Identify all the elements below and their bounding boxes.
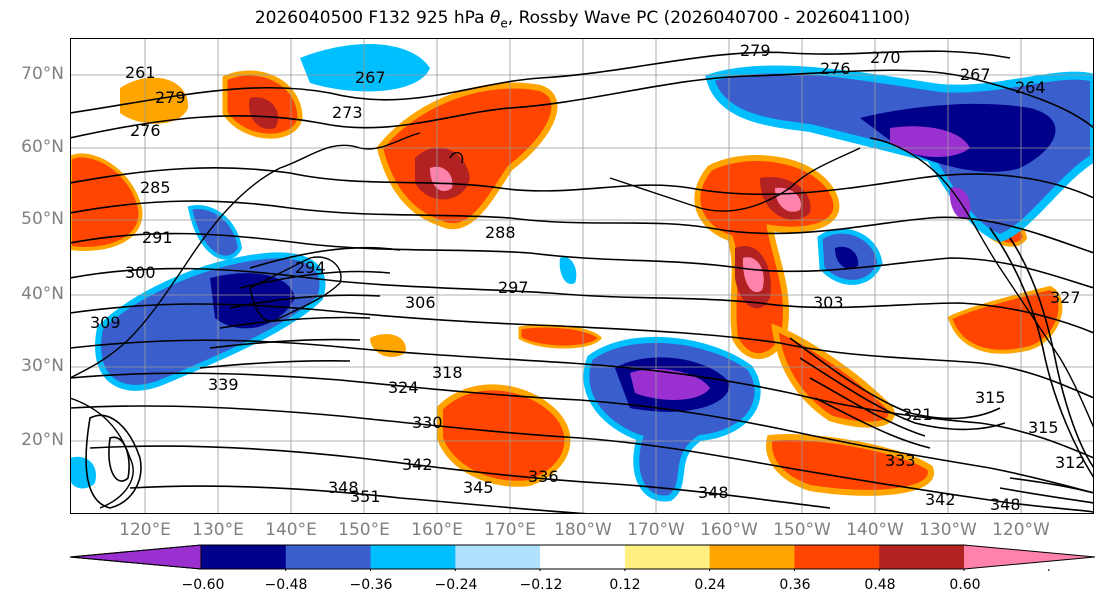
colorbar-outline-left: [69, 544, 202, 570]
colorbar-segment: [540, 545, 626, 569]
contour-label: 315: [975, 388, 1006, 407]
contour-label: 348: [698, 483, 729, 502]
contour-label: 288: [485, 223, 516, 242]
contour-label: 294: [295, 258, 326, 277]
colorbar-tick-label: −0.24: [434, 577, 478, 593]
colorbar-segment: [201, 545, 287, 569]
colorbar-tick-label: −0.48: [264, 577, 308, 593]
contour-label: 276: [820, 59, 851, 78]
contour-label: 348: [990, 495, 1021, 514]
contour-label: 315: [1028, 418, 1059, 437]
lat-label-50: 50°N: [21, 209, 64, 229]
contour-label: 309: [90, 313, 121, 332]
colorbar-tick-label: 0.36: [779, 577, 811, 593]
contour-label: 327: [1050, 288, 1081, 307]
lat-label-40: 40°N: [21, 284, 64, 304]
contour-label: 324: [388, 378, 419, 397]
lat-label-70: 70°N: [21, 64, 64, 84]
contour-label: 351: [350, 487, 381, 506]
colorbar-tick-label: −0.60: [181, 577, 225, 593]
colorbar-segment: [285, 545, 372, 569]
lon-label-130w: 130°W: [919, 520, 977, 540]
colorbar-segment: [624, 545, 711, 569]
colorbar-tick-label: −0.36: [349, 577, 393, 593]
contour-labels: 294 279 267 261 273 276 270 267 264 279 …: [90, 41, 1086, 514]
title-suffix: , Rossby Wave PC (2026040700 - 202604110…: [507, 8, 911, 28]
colorbar-segment: [794, 545, 880, 569]
lon-label-150w: 150°W: [773, 520, 831, 540]
contour-label: 342: [925, 490, 956, 509]
lon-label-130e: 130°E: [192, 520, 244, 540]
colorbar-segments: [69, 544, 1096, 570]
lat-label-20: 20°N: [21, 430, 64, 450]
contour-label: 339: [208, 375, 239, 394]
colorbar-segment: [879, 545, 965, 569]
lon-label-140w: 140°W: [846, 520, 904, 540]
contour-label: 285: [140, 178, 171, 197]
contour-label: 345: [463, 478, 494, 497]
contour-label: 330: [412, 413, 443, 432]
contour-label: 270: [870, 48, 901, 67]
contour-label: 336: [528, 467, 559, 486]
contour-label: 279: [155, 88, 186, 107]
lat-label-30: 30°N: [21, 356, 64, 376]
colorbar: [69, 544, 1096, 571]
map-panel: 294 279 267 261 273 276 270 267 264 279 …: [70, 38, 1094, 514]
contour-label: 267: [960, 65, 991, 84]
title-subscript: e: [500, 16, 508, 31]
contour-label: 273: [332, 103, 363, 122]
colorbar-segment: [455, 545, 541, 569]
lon-label-160e: 160°E: [411, 520, 463, 540]
colorbar-tick-label: 0.24: [694, 577, 726, 593]
colorbar-segment: [964, 545, 1095, 569]
lat-label-60: 60°N: [21, 137, 64, 157]
contour-label: 348: [328, 478, 359, 497]
contour-label: 303: [813, 293, 844, 312]
lon-label-120w: 120°W: [992, 520, 1050, 540]
lon-label-160w: 160°W: [700, 520, 758, 540]
contour-label: 342: [402, 455, 433, 474]
contour-label: 318: [432, 363, 463, 382]
colorbar-segment: [709, 545, 795, 569]
contour-label: 291: [142, 228, 173, 247]
title-prefix: 2026040500 F132 925 hPa: [254, 8, 490, 28]
colorbar-tick-label: 0.12: [609, 577, 641, 593]
contour-label: 261: [125, 63, 156, 82]
chart-title: 2026040500 F132 925 hPa θe, Rossby Wave …: [0, 8, 1105, 30]
colorbar-tick-label: −0.12: [519, 577, 563, 593]
contour-label: 306: [405, 293, 436, 312]
contour-label: 333: [885, 451, 916, 470]
colorbar-tick-label: 0.48: [864, 577, 896, 593]
contour-label: 264: [1015, 78, 1046, 97]
contour-label: 279: [740, 41, 771, 60]
lon-label-140e: 140°E: [265, 520, 317, 540]
colorbar-segment: [370, 545, 456, 569]
lon-label-120e: 120°E: [119, 520, 171, 540]
title-symbol: θ: [490, 8, 501, 28]
colorbar-tick-label: 0.60: [949, 577, 981, 593]
shaded-anomalies: [70, 44, 1094, 502]
lon-label-170e: 170°E: [484, 520, 536, 540]
theta-e-contours: [70, 50, 1094, 514]
contour-label: 297: [498, 278, 529, 297]
contour-label: 267: [355, 68, 386, 87]
coastlines: [70, 132, 1094, 509]
lon-label-180w: 180°W: [554, 520, 612, 540]
contour-label: 312: [1055, 453, 1086, 472]
contour-label: 300: [125, 263, 156, 282]
lon-label-150e: 150°E: [338, 520, 390, 540]
colorbar-segment: [70, 545, 201, 569]
lon-label-170w: 170°W: [627, 520, 685, 540]
contour-label: 321: [902, 405, 933, 424]
contour-label: 276: [130, 121, 161, 140]
map-frame: [70, 38, 1094, 514]
